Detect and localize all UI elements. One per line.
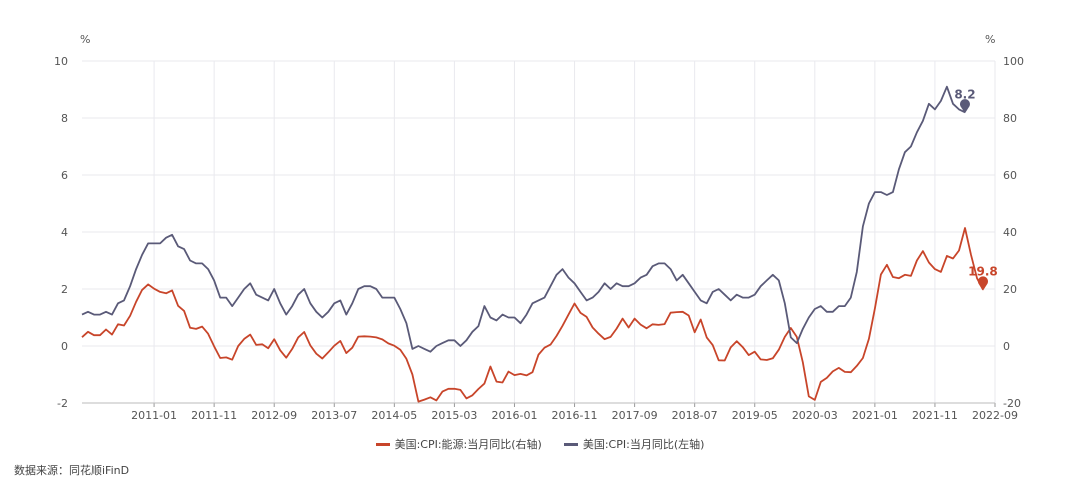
x-tick-label: 2019-05	[732, 409, 778, 422]
left-tick-label: 2	[61, 283, 68, 296]
left-tick-label: -2	[57, 397, 68, 410]
x-tick-label: 2020-03	[792, 409, 838, 422]
left-axis-unit: %	[80, 33, 90, 46]
left-tick-label: 8	[61, 112, 68, 125]
series-layer: 19.8 8.2	[81, 85, 998, 403]
end-value-label-0: 19.8	[968, 265, 998, 279]
right-tick-label: 0	[1003, 340, 1010, 353]
left-tick-label: 4	[61, 226, 68, 239]
end-value-label-1: 8.2	[954, 87, 975, 101]
right-tick-label: 80	[1003, 112, 1017, 125]
legend-item-cpi[interactable]: 美国:CPI:当月同比(左轴)	[563, 436, 705, 452]
end-marker-0	[977, 276, 988, 291]
left-tick-label: 10	[54, 55, 68, 68]
legend-item-energy[interactable]: 美国:CPI:能源:当月同比(右轴)	[375, 436, 542, 452]
right-tick-label: -20	[1003, 397, 1021, 410]
x-tick-label: 2013-07	[311, 409, 357, 422]
legend: 美国:CPI:能源:当月同比(右轴) 美国:CPI:当月同比(左轴)	[0, 436, 1080, 452]
legend-swatch-cpi	[563, 442, 578, 446]
x-axis-ticks: 2011-01 2011-11 2012-09 2013-07 2014-05 2015-…	[82, 402, 1018, 422]
legend-swatch-energy	[375, 442, 390, 446]
right-tick-label: 20	[1003, 283, 1017, 296]
x-tick-label: 2014-05	[371, 409, 417, 422]
x-tick-label: 2015-03	[431, 409, 477, 422]
x-tick-label: 2018-07	[672, 409, 718, 422]
right-axis-ticks: -20 0 20 40 60 80 100	[1003, 55, 1024, 410]
x-tick-label: 2021-11	[912, 409, 958, 422]
x-tick-label: 2011-11	[191, 409, 237, 422]
right-tick-label: 100	[1003, 55, 1024, 68]
x-tick-label: 2017-09	[612, 409, 658, 422]
left-tick-label: 6	[61, 169, 68, 182]
x-tick-label: 2021-01	[852, 409, 898, 422]
end-marker-1	[959, 99, 970, 114]
x-tick-label: 2011-01	[131, 409, 177, 422]
x-tick-label: 2012-09	[251, 409, 297, 422]
data-source-note: 数据来源：同花顺iFinD	[14, 464, 130, 477]
series-line-0	[81, 227, 984, 403]
right-axis-unit: %	[985, 33, 995, 46]
grid	[82, 60, 996, 404]
legend-label-energy: 美国:CPI:能源:当月同比(右轴)	[394, 438, 542, 451]
legend-label-cpi: 美国:CPI:当月同比(左轴)	[582, 438, 705, 451]
series-line-1	[81, 85, 966, 353]
x-tick-label: 2022-09	[972, 409, 1018, 422]
left-axis-ticks: -2 0 2 4 6 8 10	[54, 55, 68, 410]
left-tick-label: 0	[61, 340, 68, 353]
right-tick-label: 40	[1003, 226, 1017, 239]
right-tick-label: 60	[1003, 169, 1017, 182]
x-tick-label: 2016-11	[552, 409, 598, 422]
x-tick-label: 2016-01	[491, 409, 537, 422]
